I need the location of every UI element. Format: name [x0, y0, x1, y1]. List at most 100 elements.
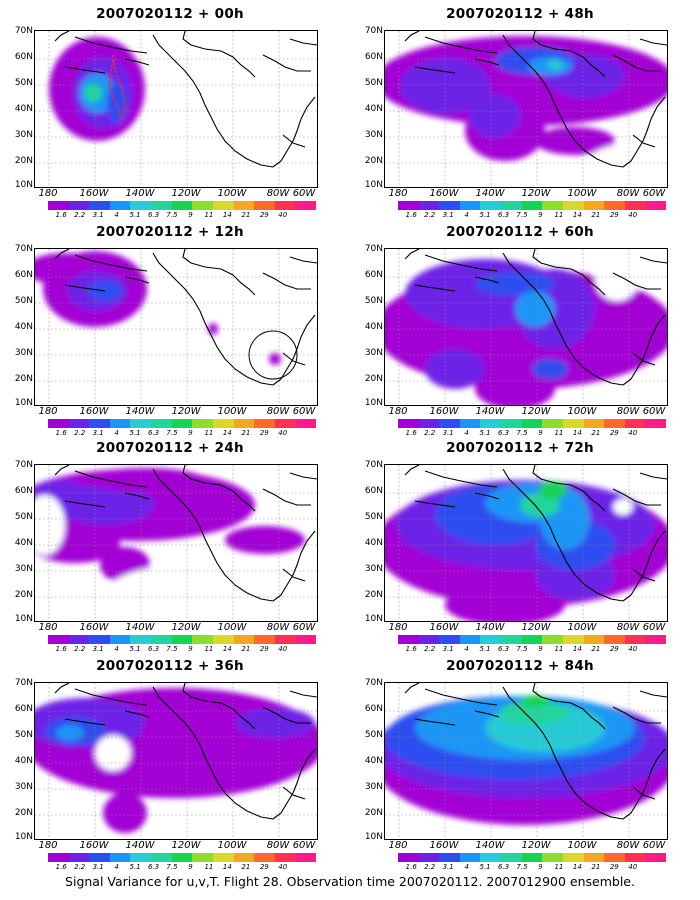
variance-map: [35, 31, 317, 187]
coastline: [502, 34, 624, 168]
colorbar-label: 6.3: [497, 645, 510, 653]
colorbar-label: 29: [259, 645, 269, 653]
latitude-label: 10N: [14, 180, 33, 190]
longitude-label: 180: [388, 622, 408, 633]
colorbar-segment: [295, 635, 317, 644]
longitude-label: 160W: [79, 622, 109, 633]
longitude-label: 140W: [475, 406, 505, 417]
colorbar-segment: [130, 853, 152, 862]
longitude-label: 180: [388, 840, 408, 851]
variance-shading: [532, 359, 568, 379]
colorbar-segment: [521, 635, 543, 644]
latitude-label: 60N: [364, 704, 383, 714]
coastline: [124, 58, 150, 66]
variance-shading: [208, 323, 218, 335]
colorbar-segment: [459, 201, 481, 210]
colorbar-segment: [89, 419, 111, 428]
colorbar-segment: [645, 419, 667, 428]
coastline: [424, 688, 498, 706]
panel-title: 2007020112 + 12h: [96, 224, 244, 240]
colorbar-segment: [398, 635, 420, 644]
coastline: [612, 54, 661, 72]
colorbar-label: 40: [278, 429, 288, 437]
longitude-label: 60W: [292, 406, 316, 417]
colorbar-segment: [418, 853, 440, 862]
coastline: [414, 500, 456, 508]
colorbar-label: 1.6: [405, 211, 417, 219]
colorbar-segment: [254, 853, 276, 862]
variance-shading: [103, 793, 147, 833]
map-panel: 2007020112 + 84h 70N 60N 50N 40N 30N 20N 10N 180…: [350, 652, 690, 871]
variance-shading: [225, 526, 305, 554]
panel-title: 2007020112 + 24h: [96, 440, 244, 456]
colorbar-label: 29: [609, 863, 619, 871]
colorbar-segment: [48, 201, 70, 210]
colorbar-label: 11: [204, 863, 214, 871]
coastline: [414, 718, 456, 726]
longitude-label: 80W: [266, 622, 290, 633]
latitude-label: 40N: [364, 756, 383, 766]
latitude-label: 30N: [14, 564, 33, 574]
colorbar-label: 2.2: [74, 211, 86, 219]
coastline: [74, 688, 148, 706]
latitude-label: 70N: [14, 460, 33, 470]
latitude-label: 20N: [14, 374, 33, 384]
longitude-label: 60W: [642, 840, 666, 851]
longitude-label: 140W: [475, 188, 505, 199]
latitude-label: 60N: [14, 704, 33, 714]
coastline: [612, 706, 661, 724]
colorbar-segment: [459, 419, 481, 428]
panel-title: 2007020112 + 84h: [446, 658, 594, 674]
colorbar-label: 14: [222, 645, 232, 653]
latitude-label: 40N: [364, 538, 383, 548]
colorbar-segment: [233, 853, 255, 862]
coastline: [74, 254, 148, 272]
colorbar-segment: [233, 419, 255, 428]
variance-map: [385, 31, 667, 187]
latitude-label: 60N: [14, 486, 33, 496]
low-variance-region: [95, 735, 131, 771]
colorbar-label: 1.6: [55, 645, 67, 653]
coastline: [289, 472, 317, 480]
latitude-label: 20N: [14, 590, 33, 600]
colorbar-segment: [109, 201, 131, 210]
longitude-label: 120W: [171, 622, 201, 633]
colorbar-label: 3.1: [442, 429, 454, 437]
colorbar-label: 1.6: [55, 211, 67, 219]
colorbar-label: 40: [628, 429, 638, 437]
coastline: [182, 249, 256, 296]
latitude-label: 30N: [14, 782, 33, 792]
colorbar-label: 21: [241, 863, 251, 871]
colorbar-segment: [295, 201, 317, 210]
longitude-label: 60W: [292, 840, 316, 851]
latitude-label: 20N: [364, 156, 383, 166]
latitude-label: 60N: [364, 486, 383, 496]
colorbar-label: 7.5: [516, 211, 528, 219]
colorbar-segment: [68, 635, 90, 644]
variance-shading: [269, 353, 281, 365]
colorbar-segment: [254, 419, 276, 428]
variance-shading: [85, 468, 205, 492]
latitude-label: 30N: [14, 130, 33, 140]
latitude-label: 10N: [364, 180, 383, 190]
latitude-label: 10N: [14, 832, 33, 842]
colorbar-label: 7.5: [516, 863, 528, 871]
colorbar-label: 40: [278, 645, 288, 653]
latitude-label: 60N: [364, 270, 383, 280]
coastline: [474, 58, 500, 66]
coastline: [632, 786, 656, 800]
colorbar-label: 3.1: [442, 863, 454, 871]
colorbar-label: 9: [188, 863, 193, 871]
latitude-label: 10N: [364, 614, 383, 624]
colorbar-label: 21: [241, 429, 251, 437]
colorbar-segment: [254, 635, 276, 644]
map-area: [384, 248, 668, 406]
low-variance-region: [585, 144, 667, 187]
colorbar-segment: [583, 419, 605, 428]
colorbar-segment: [89, 853, 111, 862]
coastline: [64, 500, 106, 508]
longitude-label: 180: [38, 188, 58, 199]
longitude-label: 80W: [616, 406, 640, 417]
colorbar-label: 6.3: [147, 211, 160, 219]
longitude-label: 120W: [521, 840, 551, 851]
